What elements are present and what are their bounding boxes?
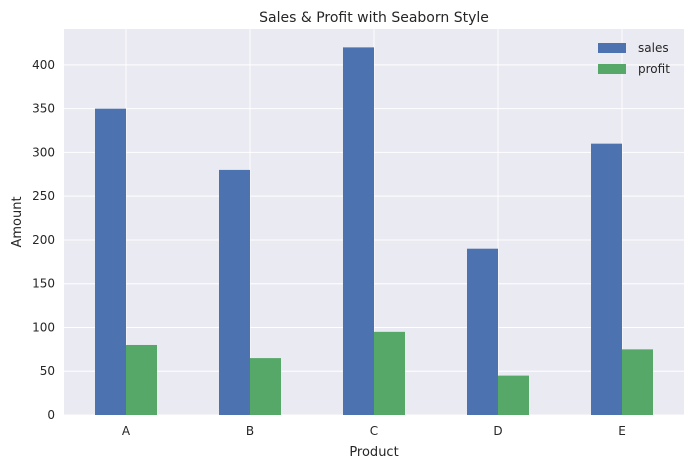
legend-label-sales: sales — [638, 41, 669, 55]
legend-swatch-sales — [598, 43, 626, 53]
bars-layer — [95, 47, 653, 416]
bar-profit-D — [498, 375, 529, 415]
x-tick-label: C — [370, 424, 378, 438]
legend-label-profit: profit — [638, 62, 670, 76]
x-tick-label: E — [618, 424, 626, 438]
bar-sales-A — [95, 108, 126, 416]
y-tick-label: 200 — [32, 233, 55, 247]
y-tick-label: 250 — [32, 189, 55, 203]
bar-profit-B — [250, 358, 281, 415]
ticks-layer: 0 50 100 150 200 250 300 350 400 A B C D E — [32, 58, 626, 438]
bar-sales-C — [343, 47, 374, 415]
bar-sales-D — [467, 248, 498, 415]
y-tick-label: 400 — [32, 58, 55, 72]
bar-sales-B — [219, 169, 250, 415]
y-tick-label: 350 — [32, 102, 55, 116]
y-tick-label: 0 — [47, 408, 55, 422]
bar-profit-A — [126, 344, 157, 415]
y-tick-label: 100 — [32, 320, 55, 334]
legend-swatch-profit — [598, 64, 626, 74]
x-tick-label: A — [122, 424, 131, 438]
y-tick-label: 150 — [32, 277, 55, 291]
bar-profit-C — [374, 331, 405, 415]
x-axis-label: Product — [349, 445, 398, 460]
legend: sales profit — [598, 41, 670, 76]
bar-sales-E — [591, 143, 622, 416]
y-axis-label: Amount — [10, 196, 25, 247]
y-tick-label: 50 — [40, 364, 55, 378]
y-tick-label: 300 — [32, 145, 55, 159]
x-tick-label: B — [246, 424, 254, 438]
x-tick-label: D — [493, 424, 502, 438]
bar-profit-E — [622, 349, 653, 415]
chart-title: Sales & Profit with Seaborn Style — [259, 10, 489, 26]
